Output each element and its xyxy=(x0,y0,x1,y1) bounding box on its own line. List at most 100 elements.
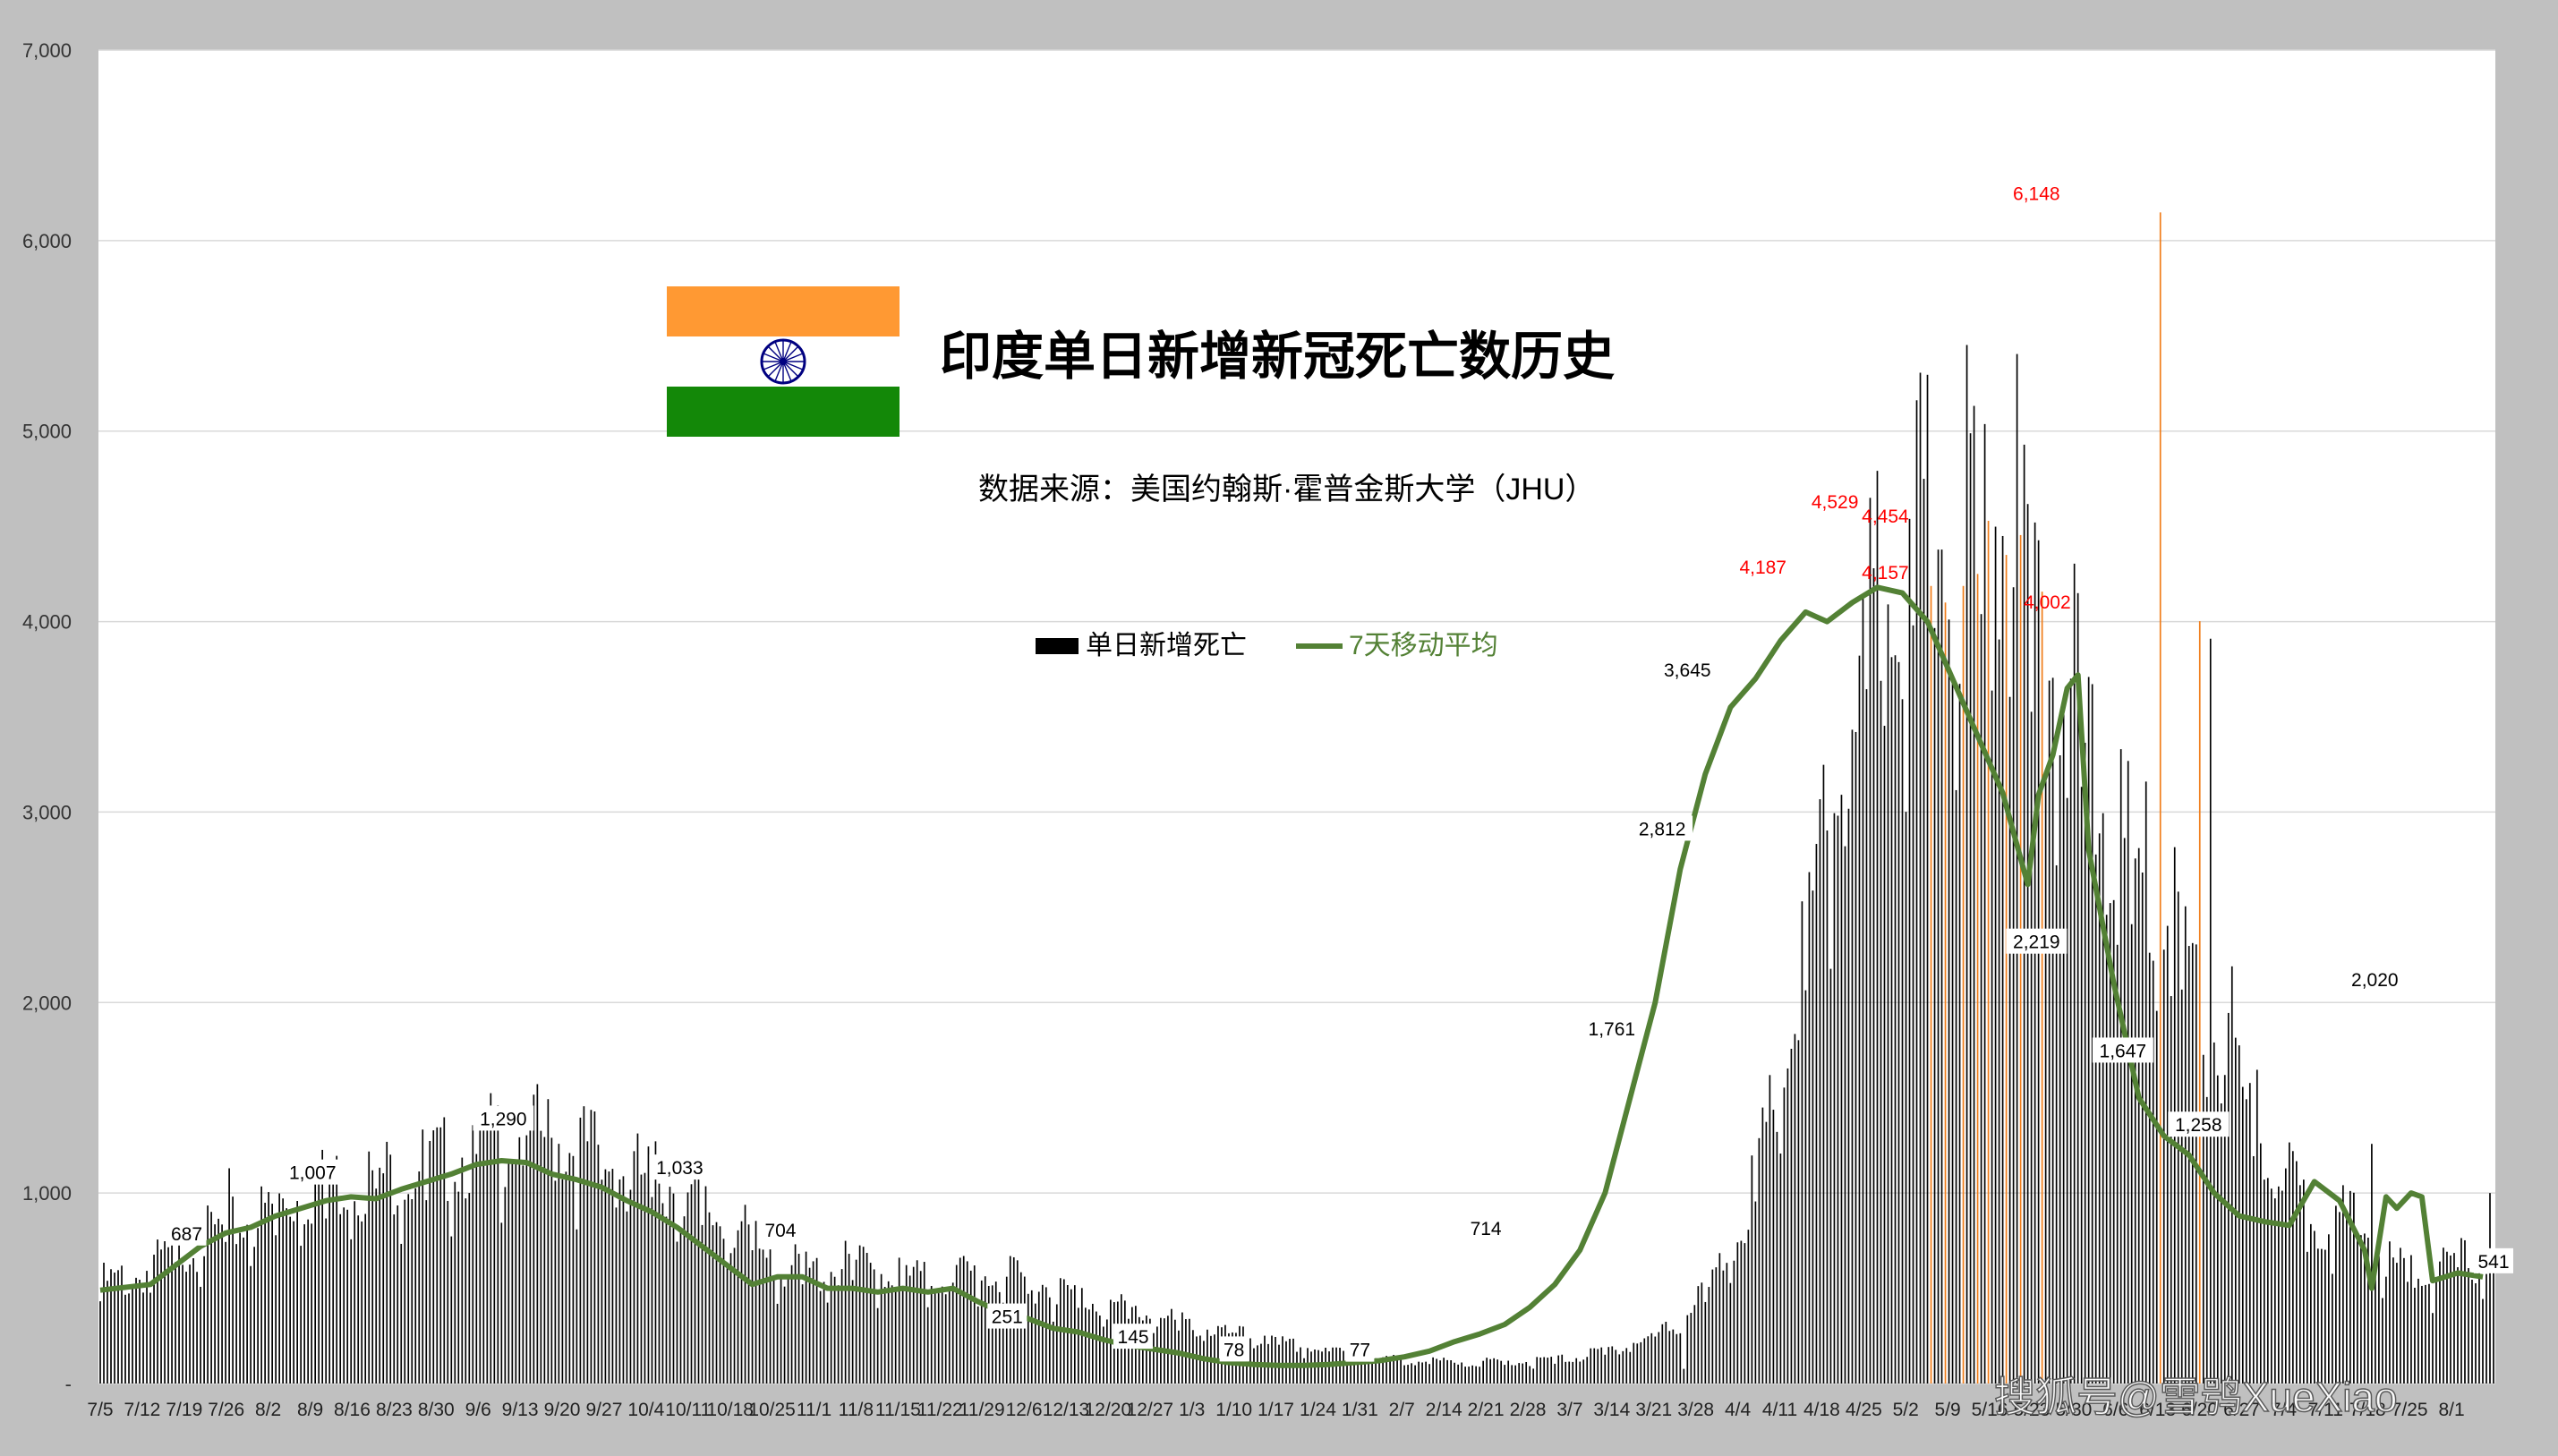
daily-death-bar xyxy=(414,1188,417,1384)
daily-death-bar xyxy=(493,1129,496,1384)
daily-death-bar xyxy=(2291,1151,2294,1384)
daily-death-bar xyxy=(2486,1273,2487,1384)
daily-death-bar xyxy=(400,1243,403,1384)
daily-death-bar xyxy=(260,1186,262,1384)
daily-death-bar xyxy=(1386,1356,1387,1384)
daily-death-bar xyxy=(1701,1282,1703,1384)
daily-death-bar xyxy=(396,1205,399,1384)
daily-death-bar xyxy=(658,1183,661,1384)
daily-death-bar xyxy=(1937,549,1940,1384)
daily-death-bar xyxy=(332,1179,335,1384)
daily-death-bar xyxy=(1837,815,1839,1384)
daily-death-bar xyxy=(336,1155,338,1384)
daily-death-bar xyxy=(132,1288,133,1384)
daily-death-bar xyxy=(2407,1281,2409,1384)
daily-death-bar xyxy=(830,1272,832,1384)
daily-death-bar xyxy=(135,1277,137,1384)
daily-death-bar xyxy=(515,1161,517,1384)
daily-death-bar xyxy=(2016,353,2018,1384)
daily-death-bar xyxy=(1568,1361,1571,1384)
daily-death-bar xyxy=(2266,1178,2269,1384)
daily-death-bar xyxy=(2023,444,2025,1384)
daily-death-bar xyxy=(679,1231,682,1384)
daily-death-bar xyxy=(1547,1358,1549,1384)
daily-death-bar xyxy=(2255,1069,2258,1384)
daily-death-bar xyxy=(1887,604,1889,1384)
data-label-bg xyxy=(2473,1247,2513,1273)
daily-death-bar xyxy=(1479,1367,1480,1384)
daily-death-bar xyxy=(2166,925,2169,1384)
x-tick-label: 5/2 xyxy=(1893,1400,1919,1420)
daily-death-bar xyxy=(1095,1311,1097,1384)
daily-death-bar xyxy=(232,1196,234,1384)
daily-death-bar xyxy=(1905,812,1907,1384)
daily-death-bar xyxy=(819,1290,822,1384)
x-tick-label: 2/21 xyxy=(1468,1400,1505,1420)
daily-death-bar xyxy=(543,1137,546,1384)
daily-death-bar xyxy=(762,1249,764,1384)
daily-death-bar xyxy=(422,1129,424,1384)
x-tick-label: 8/9 xyxy=(297,1400,323,1420)
daily-death-bar xyxy=(2094,854,2097,1384)
daily-death-bar xyxy=(1686,1315,1689,1384)
x-tick-label: 6/20 xyxy=(2181,1400,2218,1420)
daily-death-bar xyxy=(1507,1360,1510,1384)
daily-death-bar xyxy=(2403,1257,2405,1384)
daily-death-bar xyxy=(661,1203,664,1384)
x-tick-label: 12/13 xyxy=(1043,1400,1090,1420)
daily-death-bar xyxy=(2216,1075,2219,1384)
bars xyxy=(99,212,2494,1384)
data-label-bg xyxy=(1466,1215,1506,1241)
daily-death-bar xyxy=(1880,680,1882,1384)
daily-death-bar xyxy=(178,1230,180,1384)
moving-average-line xyxy=(99,584,2484,1368)
daily-death-bar xyxy=(1833,813,1836,1384)
daily-death-bar xyxy=(676,1241,678,1384)
x-tick-label: 4/4 xyxy=(1725,1400,1752,1420)
daily-death-bar xyxy=(572,1155,575,1384)
x-tick-label: 7/5 xyxy=(87,1400,113,1420)
x-tick-label: 12/20 xyxy=(1085,1400,1132,1420)
daily-death-bar xyxy=(2400,1247,2401,1384)
daily-death-bar xyxy=(217,1218,219,1384)
daily-death-bar xyxy=(2414,1287,2416,1384)
daily-death-bar xyxy=(2159,212,2162,1384)
daily-death-bar xyxy=(1249,1338,1251,1384)
daily-death-bar xyxy=(1908,518,1911,1384)
daily-death-bar xyxy=(2252,1155,2255,1384)
daily-death-bar xyxy=(379,1167,381,1384)
data-label: 78 xyxy=(1224,1340,1244,1360)
daily-death-bar xyxy=(1675,1333,1678,1384)
daily-death-bar xyxy=(536,1084,539,1384)
daily-death-bar xyxy=(1926,374,1929,1384)
daily-death-bar xyxy=(1439,1360,1441,1384)
daily-death-bar xyxy=(2446,1251,2448,1384)
daily-death-bar xyxy=(1102,1326,1104,1384)
daily-death-bar xyxy=(2324,1249,2326,1384)
daily-death-bar xyxy=(894,1290,897,1384)
daily-death-bar xyxy=(1650,1333,1653,1384)
daily-death-bar xyxy=(2360,1235,2362,1384)
daily-death-bar xyxy=(2152,960,2154,1384)
data-label: 1,647 xyxy=(2100,1041,2147,1061)
daily-death-bar xyxy=(1436,1358,1437,1384)
daily-death-bar xyxy=(1951,683,1954,1384)
data-label: 1,007 xyxy=(289,1163,337,1184)
data-label-bg xyxy=(649,1154,711,1180)
daily-death-bar xyxy=(2184,906,2187,1384)
daily-death-bar xyxy=(1672,1329,1675,1384)
daily-death-bar xyxy=(1600,1347,1603,1384)
daily-death-bar xyxy=(636,1133,639,1384)
daily-death-bar xyxy=(898,1257,900,1384)
daily-death-bar xyxy=(1084,1307,1087,1384)
chart-title: 印度单日新增新冠死亡数历史 xyxy=(940,328,1615,386)
x-tick-label: 5/9 xyxy=(1935,1400,1961,1420)
x-tick-label: 1/17 xyxy=(1258,1400,1294,1420)
x-tick-label: 11/8 xyxy=(839,1400,874,1420)
daily-death-bar xyxy=(160,1249,162,1384)
daily-death-bar xyxy=(719,1226,721,1384)
x-tick-label: 3/14 xyxy=(1593,1400,1630,1420)
daily-death-bar xyxy=(747,1224,750,1384)
daily-death-bar xyxy=(550,1137,553,1384)
daily-death-bar xyxy=(250,1265,252,1384)
